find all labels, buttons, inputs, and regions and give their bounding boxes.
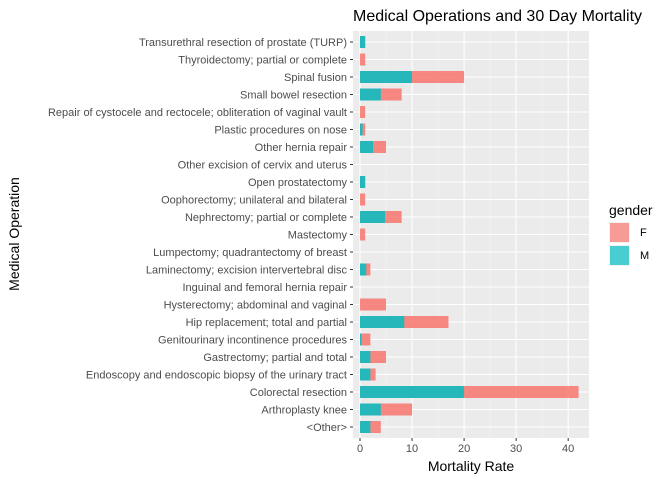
y-tick-label: Small bowel resection <box>240 90 347 102</box>
y-tick-label: Arthroplasty knee <box>261 405 347 417</box>
legend-label-m: M <box>640 250 649 262</box>
y-tick-label: Hysterectomy; abdominal and vaginal <box>164 300 347 312</box>
bar-f <box>360 333 371 346</box>
bars <box>360 36 579 433</box>
x-tick-label: 20 <box>458 443 470 455</box>
y-tick-label: Open prostatectomy <box>248 177 348 189</box>
y-tick-label: Endoscopy and endoscopic biopsy of the u… <box>86 370 347 382</box>
y-tick-label: Thyroidectomy; partial or complete <box>178 55 347 67</box>
y-tick-label: Gastrectomy; partial and total <box>203 352 347 364</box>
x-tick-label: 40 <box>562 443 574 455</box>
grid-lines <box>353 31 589 438</box>
chart-title: Medical Operations and 30 Day Mortality <box>353 8 642 25</box>
y-axis-title: Medical Operation <box>6 177 22 291</box>
x-tick-label: 10 <box>406 443 418 455</box>
bar-f <box>360 193 366 206</box>
y-tick-label: Inguinal and femoral hernia repair <box>183 282 348 294</box>
y-tick-label: Laminectomy; excision intervertebral dis… <box>146 265 348 277</box>
y-tick-label: Other excision of cervix and uterus <box>178 160 348 172</box>
y-tick-labels: Transurethral resection of prostate (TUR… <box>48 37 353 434</box>
bar-m <box>360 333 362 346</box>
bar-m <box>360 141 374 153</box>
bar-m <box>360 211 385 223</box>
x-tick-labels: 0 10 20 30 40 <box>357 438 574 455</box>
bar-f <box>360 106 366 118</box>
y-tick-label: Oophorectomy; unilateral and bilateral <box>161 195 347 207</box>
legend-title: gender <box>609 202 653 218</box>
y-tick-label: Nephrectomy; partial or complete <box>185 212 347 224</box>
bar-m <box>360 123 363 136</box>
legend-swatch-f <box>610 223 629 242</box>
bar-m <box>360 88 381 101</box>
y-tick-label: Genitourinary incontinence procedures <box>158 335 347 347</box>
bar-f <box>360 298 387 311</box>
bar-m <box>360 403 381 416</box>
legend-label-f: F <box>640 227 647 239</box>
bar-m <box>360 263 367 276</box>
y-tick-label: Other hernia repair <box>255 142 348 154</box>
y-tick-label: Hip replacement; total and partial <box>186 317 347 329</box>
y-tick-label: Transurethral resection of prostate (TUR… <box>139 37 347 49</box>
bar-m <box>360 36 366 48</box>
bar-m <box>360 316 405 328</box>
legend: gender F M <box>609 202 653 266</box>
y-tick-label: <Other> <box>307 422 347 434</box>
legend-swatch-m <box>610 246 629 265</box>
bar-m <box>360 71 413 83</box>
y-tick-label: Lumpectomy; quadrantectomy of breast <box>153 247 347 259</box>
bar-f <box>360 53 366 66</box>
bar-m <box>360 421 371 433</box>
x-tick-label: 30 <box>510 443 522 455</box>
y-tick-label: Repair of cystocele and rectocele; oblit… <box>48 107 347 119</box>
y-tick-label: Colorectal resection <box>250 387 347 399</box>
y-tick-label: Mastectomy <box>288 230 348 242</box>
bar-m <box>360 368 371 381</box>
bar-m <box>360 176 366 188</box>
x-axis-title: Mortality Rate <box>428 458 515 474</box>
bar-m <box>360 351 371 363</box>
bar-f <box>360 228 366 241</box>
bar-m <box>360 386 465 398</box>
y-tick-label: Plastic procedures on nose <box>214 125 347 137</box>
x-tick-label: 0 <box>357 443 363 455</box>
bar-f <box>360 123 366 136</box>
y-tick-label: Spinal fusion <box>284 72 347 84</box>
